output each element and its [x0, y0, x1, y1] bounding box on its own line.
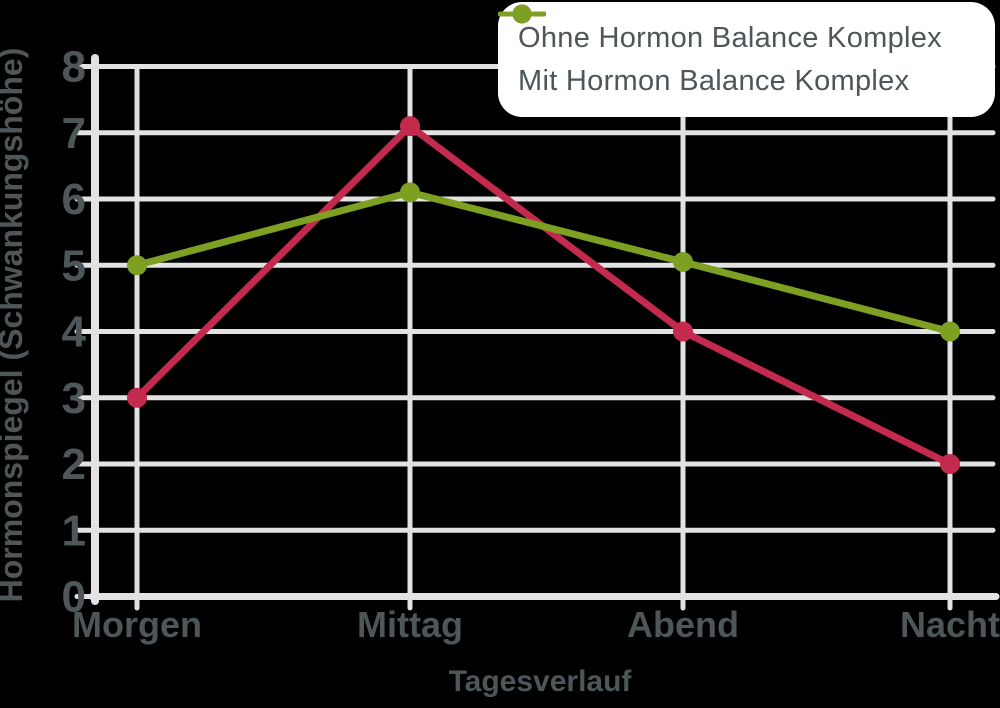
y-tick-label: 2 — [62, 440, 86, 489]
data-point-marker — [940, 321, 960, 342]
axes — [88, 54, 1000, 605]
legend-line-dot-icon — [498, 4, 546, 24]
y-tick-label: 7 — [62, 109, 86, 158]
x-axis-title: Tagesverlauf — [449, 665, 633, 698]
legend-dot — [512, 4, 532, 24]
x-tick-label: Morgen — [72, 604, 202, 645]
x-tick-labels: Morgen Mittag Abend Nacht — [72, 604, 1000, 645]
data-point-marker — [940, 454, 960, 474]
data-point-marker — [127, 387, 147, 408]
y-tick-label: 1 — [62, 506, 86, 555]
data-point-marker — [673, 321, 693, 342]
legend-label: Mit Hormon Balance Komplex — [518, 64, 910, 97]
x-tick-label: Nacht — [900, 604, 1000, 645]
series-lines — [127, 116, 960, 474]
series-line-0 — [133, 122, 954, 468]
vertical-gridlines — [134, 64, 953, 611]
y-tick-label: 0 — [62, 573, 86, 622]
legend-item: Ohne Hormon Balance Komplex — [498, 4, 995, 55]
series-line-1 — [133, 188, 954, 335]
y-tick-label: 4 — [62, 308, 87, 357]
chart-legend: Ohne Hormon Balance Komplex Mit Hormon Ba… — [498, 2, 995, 117]
y-tick-label: 3 — [62, 374, 86, 423]
legend-label: Ohne Hormon Balance Komplex — [518, 21, 942, 54]
y-tick-label: 8 — [62, 43, 86, 92]
y-axis-title: Hormonspiegel (Schwankungshöhe) — [0, 48, 29, 603]
y-tick-label: 5 — [62, 241, 86, 290]
y-tick-labels: 0 1 2 3 4 5 6 7 8 — [62, 43, 87, 622]
legend-item: Mit Hormon Balance Komplex — [498, 4, 995, 98]
data-point-marker — [400, 116, 420, 137]
y-tick-label: 6 — [62, 175, 86, 224]
data-point-marker — [127, 255, 147, 276]
x-tick-label: Mittag — [357, 604, 463, 645]
x-tick-label: Abend — [627, 604, 739, 645]
data-point-marker — [673, 251, 693, 272]
data-point-marker — [400, 182, 420, 203]
horizontal-gridlines — [74, 64, 996, 599]
